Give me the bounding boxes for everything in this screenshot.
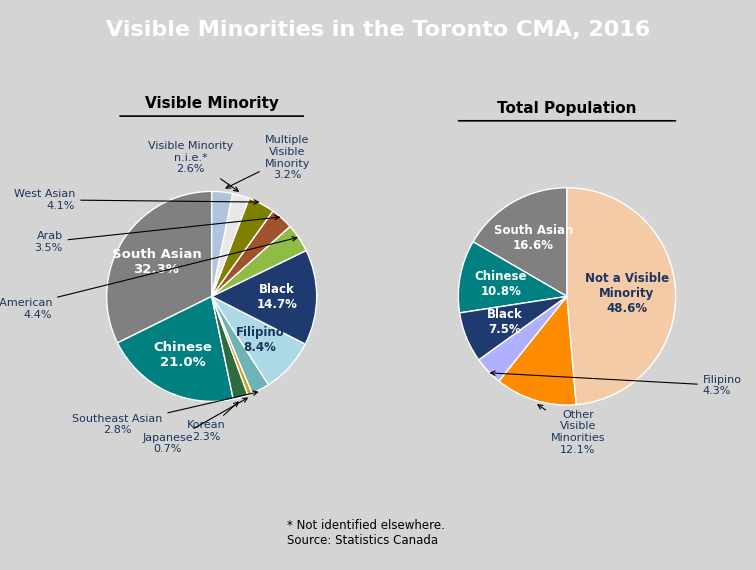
Text: Arab
3.5%: Arab 3.5%	[34, 215, 279, 253]
Wedge shape	[212, 296, 305, 385]
Wedge shape	[499, 296, 576, 405]
Text: Chinese
21.0%: Chinese 21.0%	[153, 341, 212, 369]
Text: Black
7.5%: Black 7.5%	[487, 308, 522, 336]
Text: Total Population: Total Population	[497, 100, 637, 116]
Text: South Asian
16.6%: South Asian 16.6%	[494, 224, 573, 252]
Text: Latin American
4.4%: Latin American 4.4%	[0, 237, 297, 320]
Text: Korean
2.3%: Korean 2.3%	[187, 402, 238, 442]
Text: South Asian
32.3%: South Asian 32.3%	[112, 248, 201, 276]
Wedge shape	[458, 242, 567, 313]
Wedge shape	[107, 192, 212, 343]
Text: Multiple
Visible
Minority
3.2%: Multiple Visible Minority 3.2%	[226, 136, 310, 188]
Text: Not a Visible
Minority
48.6%: Not a Visible Minority 48.6%	[584, 272, 669, 315]
Wedge shape	[567, 188, 676, 405]
Text: Southeast Asian
2.8%: Southeast Asian 2.8%	[72, 391, 258, 435]
Wedge shape	[117, 296, 234, 401]
Wedge shape	[212, 250, 317, 344]
Text: * Not identified elsewhere.
Source: Statistics Canada: * Not identified elsewhere. Source: Stat…	[287, 519, 445, 547]
Wedge shape	[212, 211, 290, 296]
Text: Other
Visible
Minorities
12.1%: Other Visible Minorities 12.1%	[538, 405, 605, 455]
Wedge shape	[479, 296, 567, 381]
Text: Visible Minority
n.i.e.*
2.6%: Visible Minority n.i.e.* 2.6%	[148, 141, 238, 192]
Wedge shape	[212, 296, 253, 395]
Text: West Asian
4.1%: West Asian 4.1%	[14, 189, 259, 210]
Wedge shape	[212, 296, 248, 399]
Wedge shape	[212, 192, 233, 296]
Wedge shape	[212, 296, 268, 393]
Text: Visible Minorities in the Toronto CMA, 2016: Visible Minorities in the Toronto CMA, 2…	[106, 20, 650, 40]
Text: Visible Minority: Visible Minority	[144, 96, 279, 111]
Text: Filipino
8.4%: Filipino 8.4%	[236, 326, 284, 354]
Wedge shape	[212, 198, 273, 296]
Text: Chinese
10.8%: Chinese 10.8%	[475, 270, 527, 298]
Text: Filipino
4.3%: Filipino 4.3%	[491, 371, 742, 396]
Wedge shape	[212, 194, 249, 296]
Wedge shape	[473, 188, 567, 296]
Text: Black
14.7%: Black 14.7%	[256, 283, 297, 311]
Wedge shape	[460, 296, 567, 360]
Text: Japanese
0.7%: Japanese 0.7%	[142, 398, 247, 454]
Wedge shape	[212, 226, 306, 296]
